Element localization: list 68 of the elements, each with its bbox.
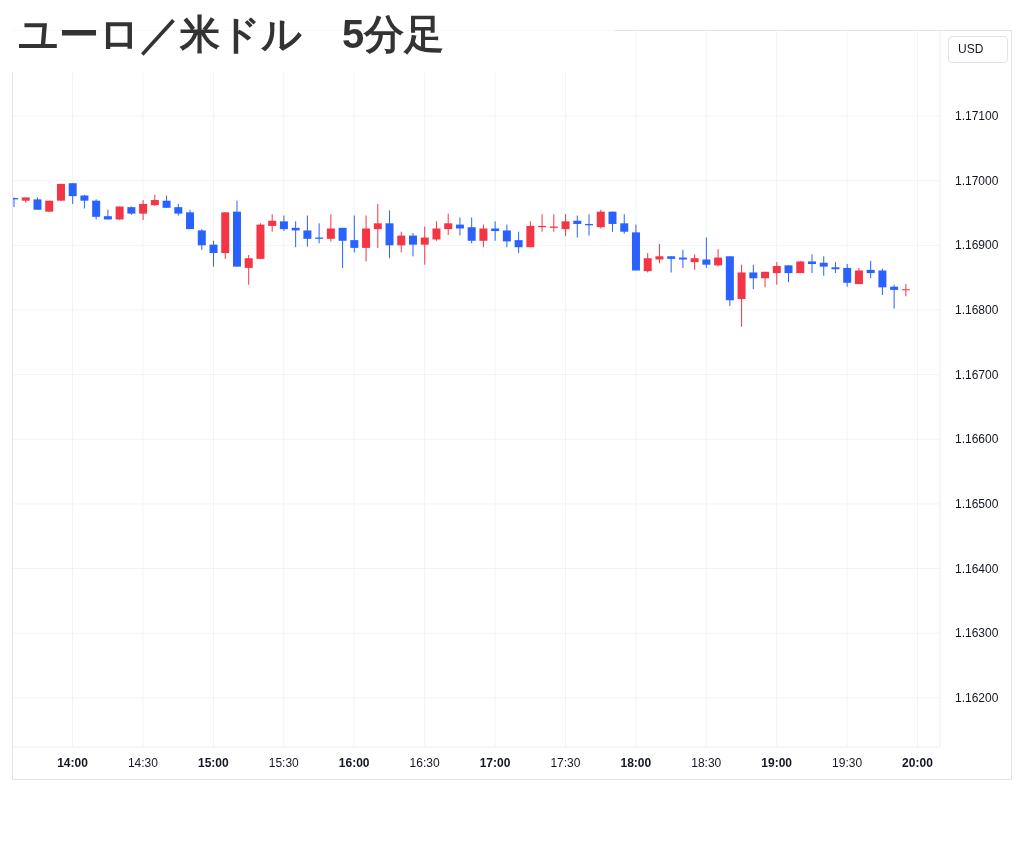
candlestick (819, 255, 828, 277)
candlestick (561, 213, 570, 237)
candlestick (209, 240, 218, 268)
candlestick (573, 215, 582, 239)
candlestick (385, 209, 394, 259)
x-tick-label: 18:00 (620, 756, 652, 770)
x-tick-label: 16:00 (338, 756, 370, 770)
x-tick-label: 17:30 (550, 756, 581, 770)
candlestick (432, 220, 441, 242)
candlestick (514, 231, 523, 254)
y-tick-label: 1.17000 (955, 173, 999, 188)
candlestick (643, 252, 652, 273)
y-tick-label: 1.16300 (955, 626, 999, 641)
x-tick-label: 14:30 (127, 756, 159, 770)
candlestick (620, 213, 629, 235)
candlestick (878, 268, 887, 296)
candlestick (139, 199, 148, 221)
x-tick-label: 20:00 (902, 756, 934, 770)
x-tick-label: 19:00 (761, 756, 793, 770)
candlestick (409, 232, 418, 257)
candlestick (420, 226, 429, 266)
candlestick (807, 253, 816, 274)
candlestick (479, 224, 488, 248)
candlestick (901, 283, 910, 297)
candlestick (678, 249, 687, 269)
candlestick (749, 264, 758, 290)
candlestick (303, 215, 312, 248)
candlestick (502, 224, 511, 248)
candlestick (244, 254, 253, 286)
y-tick-label: 1.16700 (955, 367, 999, 382)
x-tick-label: 19:30 (832, 756, 863, 770)
y-tick-label: 1.16800 (955, 302, 999, 317)
candlestick (491, 220, 500, 242)
candlestick (772, 261, 781, 286)
y-tick-label: 1.16400 (955, 561, 999, 576)
candlestick (362, 215, 371, 262)
y-tick-label: 1.16200 (955, 690, 999, 705)
chart-title: ユーロ／米ドル 5分足 (18, 11, 445, 58)
candlestick (326, 213, 335, 242)
x-tick-label: 16:30 (409, 756, 440, 770)
candlestick (397, 231, 406, 253)
candlestick (338, 227, 347, 269)
candlestick (444, 213, 453, 236)
candlestick (702, 237, 711, 269)
candlestick (843, 263, 852, 288)
candlestick (92, 198, 101, 220)
candlestick (714, 248, 723, 268)
candlestick (890, 284, 899, 310)
candlestick (526, 220, 535, 248)
candlestick (103, 209, 112, 220)
candlestick (596, 209, 605, 229)
candlestick (655, 243, 664, 264)
y-tick-label: 1.16600 (955, 432, 999, 447)
candlestick (373, 203, 382, 249)
candlestick (761, 271, 770, 288)
y-tick-label: 1.16500 (955, 496, 999, 511)
y-tick-label: 1.16900 (955, 238, 999, 253)
x-tick-label: 14:00 (57, 756, 89, 770)
candlestick (350, 215, 359, 253)
candlestick (68, 182, 77, 205)
x-tick-label: 17:00 (479, 756, 511, 770)
y-axis-title: USD (948, 36, 1008, 63)
candlestick (467, 216, 476, 244)
x-tick-label: 15:00 (198, 756, 230, 770)
candlestick (197, 228, 206, 251)
y-tick-label: 1.17100 (955, 108, 999, 123)
x-tick-label: 18:30 (691, 756, 722, 770)
x-tick-label: 15:30 (268, 756, 300, 770)
